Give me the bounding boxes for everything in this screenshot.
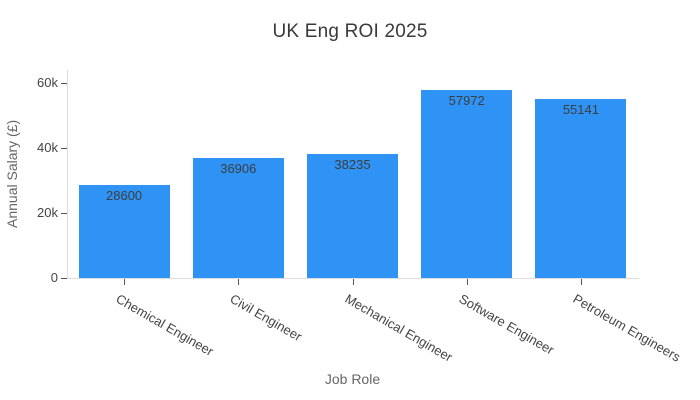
y-tick-label: 40k: [37, 140, 58, 155]
x-tick-mark: [580, 279, 582, 285]
x-tick-mark: [466, 279, 468, 285]
y-tick-label: 20k: [37, 205, 58, 220]
bar: 55141: [535, 99, 627, 278]
x-tick-label: Chemical Engineer: [113, 291, 217, 359]
x-axis-title: Job Role: [324, 371, 381, 387]
bar-value-label: 55141: [562, 102, 599, 117]
y-tick-mark: [61, 278, 67, 279]
x-tick-label: Mechanical Engineer: [342, 291, 455, 365]
x-tick-mark: [124, 279, 126, 285]
y-tick-mark: [61, 83, 67, 84]
x-tick-label: Civil Engineer: [227, 291, 305, 345]
bar-value-label: 36906: [220, 161, 257, 176]
bar-value-label: 57972: [448, 93, 485, 108]
bar-value-label: 38235: [334, 157, 371, 172]
x-tick-label: Petroleum Engineers: [570, 291, 684, 365]
chart-title: UK Eng ROI 2025: [272, 21, 428, 42]
x-tick-label: Software Engineer: [456, 291, 557, 358]
plot-area: [67, 70, 639, 279]
bar-value-label: 28600: [106, 188, 143, 203]
y-tick-mark: [61, 148, 67, 149]
bar: 38235: [307, 154, 398, 278]
y-tick-label: 60k: [37, 75, 58, 90]
bar: 57972: [421, 90, 513, 278]
x-tick-mark: [352, 279, 354, 285]
bar: 36906: [192, 158, 284, 278]
y-tick-mark: [61, 213, 67, 214]
x-tick-mark: [238, 279, 240, 285]
bar: 28600: [78, 185, 170, 278]
y-tick-label: 0: [50, 270, 58, 285]
y-axis-title: Annual Salary (£): [4, 119, 20, 229]
